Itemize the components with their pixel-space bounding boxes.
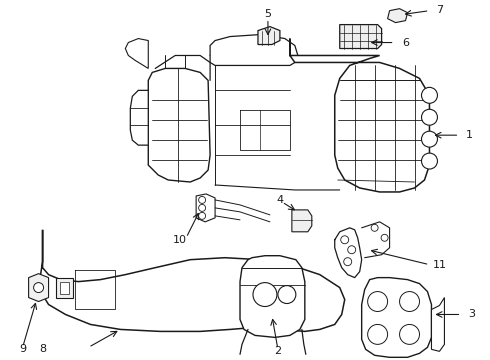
- Circle shape: [371, 224, 378, 231]
- Polygon shape: [125, 39, 148, 68]
- Text: 5: 5: [265, 9, 271, 19]
- Circle shape: [368, 324, 388, 345]
- Text: 1: 1: [466, 130, 473, 140]
- Polygon shape: [388, 9, 408, 23]
- Circle shape: [381, 234, 388, 241]
- Polygon shape: [210, 35, 298, 66]
- Polygon shape: [148, 68, 210, 182]
- Polygon shape: [130, 90, 148, 145]
- Text: 7: 7: [436, 5, 443, 15]
- Circle shape: [421, 109, 438, 125]
- Text: 10: 10: [173, 235, 187, 245]
- Bar: [55, 278, 74, 298]
- Text: 2: 2: [274, 346, 281, 356]
- Circle shape: [399, 292, 419, 311]
- Circle shape: [421, 153, 438, 169]
- Text: 4: 4: [276, 195, 283, 205]
- Text: 3: 3: [468, 310, 475, 319]
- Circle shape: [253, 283, 277, 306]
- Polygon shape: [362, 278, 432, 357]
- Circle shape: [198, 212, 206, 219]
- Circle shape: [341, 236, 349, 244]
- Circle shape: [421, 87, 438, 103]
- Circle shape: [421, 131, 438, 147]
- Text: 9: 9: [19, 345, 26, 354]
- Circle shape: [34, 283, 44, 293]
- Polygon shape: [196, 194, 215, 222]
- Polygon shape: [290, 39, 429, 192]
- Polygon shape: [432, 298, 444, 351]
- Circle shape: [399, 324, 419, 345]
- Text: 8: 8: [39, 345, 46, 354]
- Circle shape: [278, 285, 296, 303]
- Polygon shape: [240, 256, 305, 337]
- Polygon shape: [41, 230, 345, 332]
- Text: 11: 11: [433, 260, 446, 270]
- Bar: [59, 282, 70, 293]
- Circle shape: [198, 204, 206, 211]
- Circle shape: [343, 258, 352, 266]
- Circle shape: [198, 197, 206, 203]
- Polygon shape: [28, 274, 49, 302]
- Polygon shape: [292, 210, 312, 232]
- Polygon shape: [258, 27, 280, 45]
- Circle shape: [348, 246, 356, 254]
- Polygon shape: [340, 24, 382, 49]
- Text: 6: 6: [402, 37, 409, 48]
- Circle shape: [368, 292, 388, 311]
